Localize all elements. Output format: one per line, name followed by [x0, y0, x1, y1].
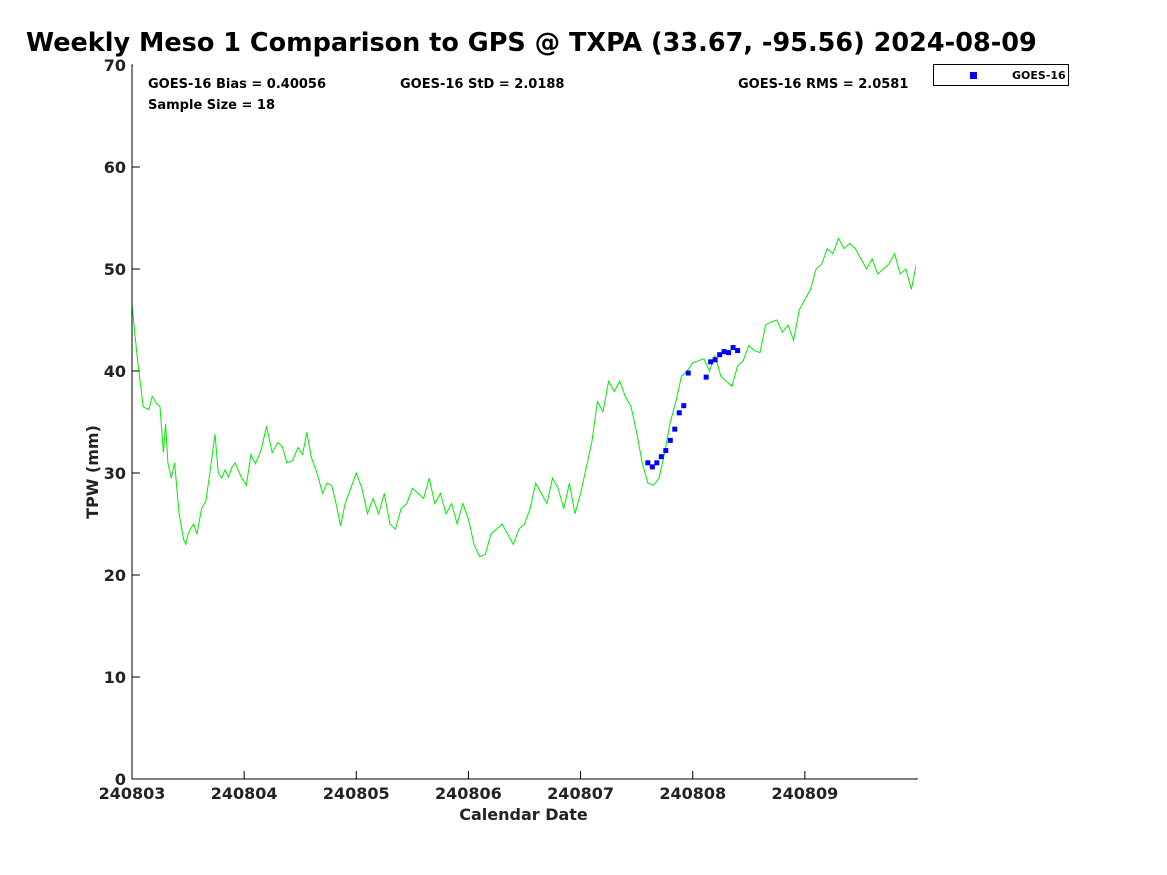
y-tick-label: 50: [104, 260, 126, 279]
y-tick-label: 60: [104, 158, 126, 177]
axes-frame: [131, 64, 918, 780]
goes16-point: [658, 454, 664, 460]
x-tick-label: 240807: [547, 784, 614, 803]
x-tick-label: 240805: [323, 784, 390, 803]
sample-size-stat: Sample Size = 18: [148, 98, 276, 113]
x-tick-label: 240808: [659, 784, 726, 803]
y-axis-label: TPW (mm): [83, 425, 102, 519]
y-tick-label: 0: [115, 770, 126, 789]
y-tick-label: 20: [104, 566, 126, 585]
bias-stat: GOES-16 Bias = 0.40056: [148, 77, 327, 92]
y-tick-label: 70: [104, 56, 126, 75]
goes16-point: [735, 348, 741, 354]
goes16-point: [676, 410, 682, 416]
y-tick-label: 40: [104, 362, 126, 381]
y-axis: 0 10 20 30 40 50 60 70: [104, 56, 140, 789]
goes16-point: [654, 460, 660, 466]
goes16-point: [663, 448, 669, 454]
goes16-point: [681, 403, 687, 409]
goes16-point: [712, 357, 718, 363]
rms-stat: GOES-16 RMS = 2.0581: [738, 77, 909, 92]
legend-marker-goes16: [970, 72, 977, 79]
x-tick-label: 240809: [771, 784, 838, 803]
goes16-point: [717, 352, 723, 358]
goes16-point: [708, 359, 714, 365]
plot-area: [131, 237, 918, 558]
goes16-point: [672, 426, 678, 432]
x-tick-label: 240803: [99, 784, 166, 803]
goes16-point: [667, 437, 673, 443]
gps-tpw-line: [131, 237, 918, 558]
y-tick-label: 30: [104, 464, 126, 483]
goes16-point: [685, 370, 691, 376]
legend: GOES-16: [933, 64, 1069, 86]
goes16-point: [721, 349, 727, 355]
legend-label-goes16: GOES-16: [1012, 69, 1066, 82]
std-stat: GOES-16 StD = 2.0188: [400, 77, 565, 92]
goes16-point: [649, 464, 655, 470]
x-tick-label: 240806: [435, 784, 502, 803]
goes16-point: [645, 460, 651, 466]
goes16-point: [703, 374, 709, 380]
chart-title: Weekly Meso 1 Comparison to GPS @ TXPA (…: [26, 28, 1037, 58]
goes16-point: [730, 345, 736, 351]
x-axis-label: Calendar Date: [459, 805, 588, 824]
x-axis: 240803 240804 240805 240806 240807 240808 2408…: [99, 771, 838, 803]
x-tick-label: 240804: [211, 784, 278, 803]
y-tick-label: 10: [104, 668, 126, 687]
goes16-point: [726, 350, 732, 356]
